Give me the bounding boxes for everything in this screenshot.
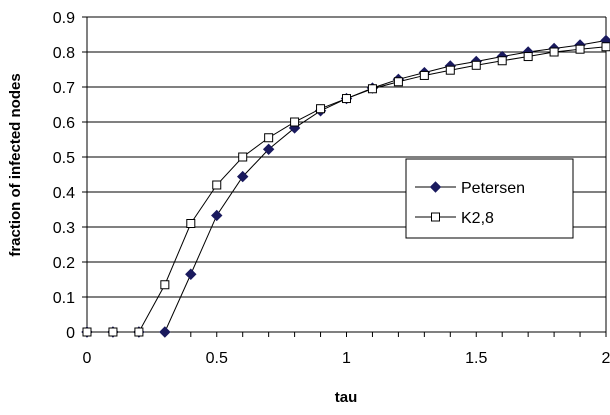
- data-point: [83, 328, 91, 336]
- data-point: [160, 327, 170, 337]
- data-point: [239, 153, 247, 161]
- data-point: [212, 210, 222, 220]
- legend-label: K2,8: [461, 210, 494, 227]
- x-tick-label: 1: [342, 350, 351, 367]
- data-point: [291, 118, 299, 126]
- legend-marker: [432, 213, 440, 221]
- y-tick-label: 0.1: [53, 290, 75, 307]
- y-tick-label: 0.6: [53, 115, 75, 132]
- data-point: [265, 134, 273, 142]
- data-point: [420, 71, 428, 79]
- data-point: [317, 105, 325, 113]
- y-axis-title: fraction of infected nodes: [7, 73, 24, 256]
- x-tick-label: 0: [83, 350, 92, 367]
- y-tick-label: 0: [66, 325, 75, 342]
- data-point: [394, 78, 402, 86]
- y-tick-label: 0.4: [53, 185, 75, 202]
- data-point: [472, 61, 480, 69]
- y-tick-label: 0.9: [53, 10, 75, 27]
- data-point: [368, 85, 376, 93]
- data-point: [186, 269, 196, 279]
- data-point: [550, 48, 558, 56]
- data-point: [576, 45, 584, 53]
- data-point: [602, 43, 610, 51]
- x-tick-label: 1.5: [465, 350, 487, 367]
- y-tick-label: 0.5: [53, 150, 75, 167]
- x-tick-labels: 0 0.5 1 1.5 2: [83, 350, 610, 367]
- data-point: [187, 220, 195, 228]
- x-tick-label: 2: [602, 350, 610, 367]
- y-tick-label: 0.3: [53, 220, 75, 237]
- legend: Petersen K2,8: [406, 159, 573, 238]
- data-point: [109, 328, 117, 336]
- data-point: [343, 95, 351, 103]
- data-point: [161, 281, 169, 289]
- y-tick-label: 0.8: [53, 45, 75, 62]
- y-tick-label: 0.7: [53, 80, 75, 97]
- data-point: [446, 66, 454, 74]
- y-tick-labels: 0 0.1 0.2 0.3 0.4 0.5 0.6 0.7 0.8 0.9: [53, 10, 75, 342]
- legend-label: Petersen: [461, 180, 525, 197]
- x-axis-title: tau: [335, 389, 358, 406]
- y-tick-label: 0.2: [53, 255, 75, 272]
- data-point: [213, 181, 221, 189]
- data-point: [524, 53, 532, 61]
- x-tick-label: 0.5: [206, 350, 228, 367]
- data-point: [498, 57, 506, 65]
- data-point: [135, 328, 143, 336]
